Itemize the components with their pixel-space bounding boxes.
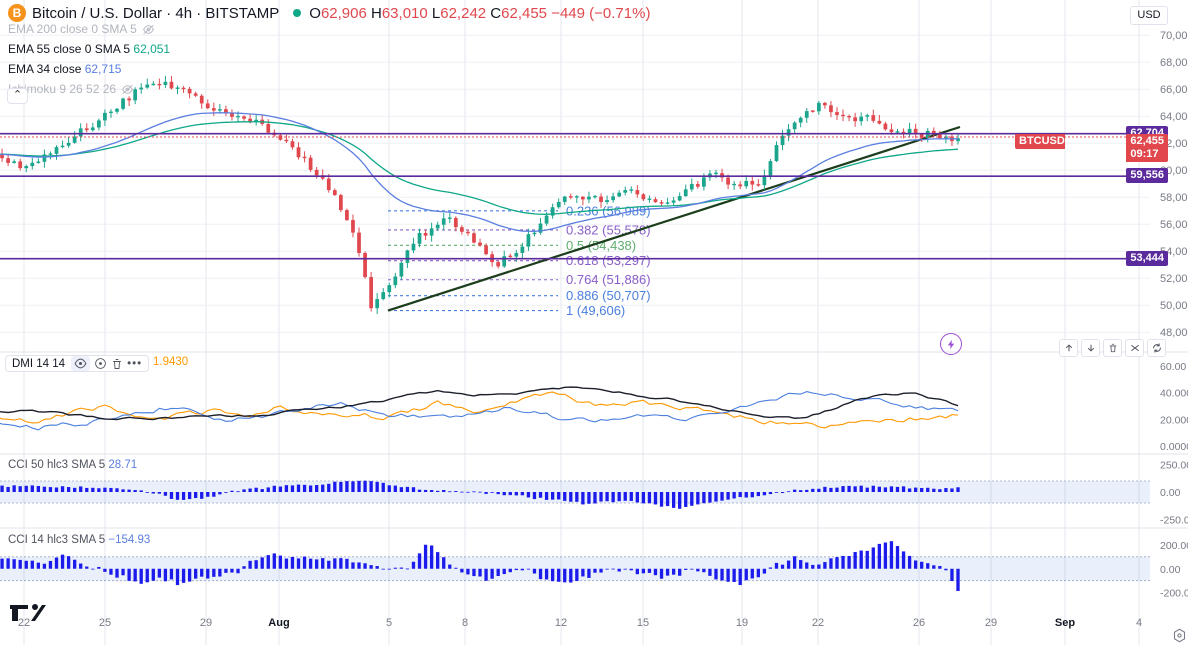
svg-text:68,000: 68,000 bbox=[1160, 57, 1188, 69]
svg-text:8: 8 bbox=[462, 617, 468, 629]
svg-text:66,000: 66,000 bbox=[1160, 84, 1188, 96]
svg-text:5: 5 bbox=[386, 617, 392, 629]
svg-text:15: 15 bbox=[637, 617, 649, 629]
svg-text:48,000: 48,000 bbox=[1160, 327, 1188, 339]
svg-text:Sep: Sep bbox=[1055, 617, 1075, 629]
svg-text:52,000: 52,000 bbox=[1160, 273, 1188, 285]
svg-text:0.764 (51,886): 0.764 (51,886) bbox=[566, 272, 651, 287]
svg-text:64,000: 64,000 bbox=[1160, 111, 1188, 123]
svg-text:54,000: 54,000 bbox=[1160, 246, 1188, 258]
svg-text:0.618 (53,297): 0.618 (53,297) bbox=[566, 253, 651, 268]
svg-text:50,000: 50,000 bbox=[1160, 300, 1188, 312]
svg-text:-200.0: -200.0 bbox=[1160, 588, 1188, 600]
svg-text:58,000: 58,000 bbox=[1160, 192, 1188, 204]
svg-text:20.000: 20.000 bbox=[1160, 414, 1188, 426]
svg-text:29: 29 bbox=[985, 617, 997, 629]
svg-text:60.00: 60.00 bbox=[1160, 361, 1186, 373]
svg-text:56,000: 56,000 bbox=[1160, 219, 1188, 231]
svg-text:0.886 (50,707): 0.886 (50,707) bbox=[566, 288, 651, 303]
svg-text:26: 26 bbox=[913, 617, 925, 629]
svg-text:12: 12 bbox=[555, 617, 567, 629]
svg-text:0.00: 0.00 bbox=[1160, 564, 1181, 576]
svg-text:60,000: 60,000 bbox=[1160, 165, 1188, 177]
svg-text:70,000: 70,000 bbox=[1160, 30, 1188, 42]
svg-text:250.00: 250.00 bbox=[1160, 460, 1188, 472]
svg-text:22: 22 bbox=[18, 617, 30, 629]
svg-text:40.000: 40.000 bbox=[1160, 388, 1188, 400]
svg-text:22: 22 bbox=[812, 617, 824, 629]
svg-text:-250.00: -250.00 bbox=[1160, 515, 1188, 527]
svg-text:200.00: 200.00 bbox=[1160, 540, 1188, 552]
svg-text:25: 25 bbox=[99, 617, 111, 629]
svg-text:29: 29 bbox=[200, 617, 212, 629]
svg-text:19: 19 bbox=[736, 617, 748, 629]
svg-text:0.00: 0.00 bbox=[1160, 487, 1181, 499]
svg-text:4: 4 bbox=[1136, 617, 1142, 629]
svg-text:62,000: 62,000 bbox=[1160, 138, 1188, 150]
svg-text:Aug: Aug bbox=[268, 617, 289, 629]
svg-text:0.0000: 0.0000 bbox=[1160, 441, 1188, 453]
svg-text:1 (49,606): 1 (49,606) bbox=[566, 303, 625, 318]
